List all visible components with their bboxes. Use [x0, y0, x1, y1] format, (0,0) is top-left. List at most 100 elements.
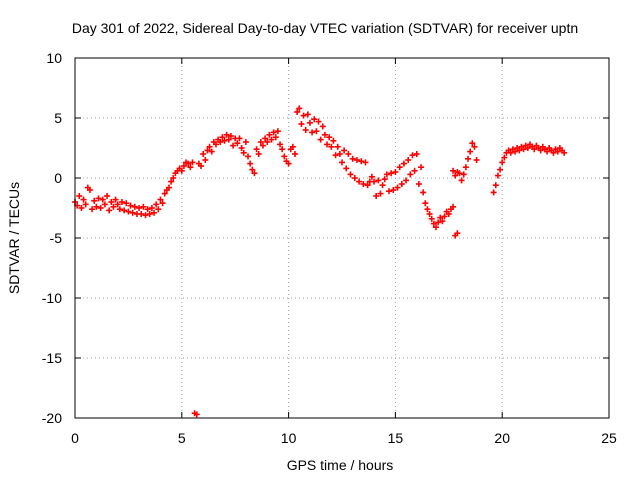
- data-point: [247, 160, 254, 167]
- data-point: [450, 203, 457, 210]
- data-point: [125, 208, 132, 215]
- data-point: [78, 205, 85, 211]
- data-point: [368, 173, 375, 180]
- data-point: [272, 134, 279, 141]
- data-point: [332, 152, 339, 159]
- data-point: [324, 141, 331, 148]
- data-point: [304, 111, 311, 118]
- data-point: [298, 121, 305, 127]
- data-point: [330, 137, 337, 144]
- data-point: [187, 164, 194, 171]
- data-point: [227, 133, 234, 139]
- y-tick-label: 0: [54, 170, 62, 186]
- data-point: [394, 184, 401, 191]
- data-point: [136, 205, 143, 211]
- data-point: [245, 153, 252, 160]
- data-point: [306, 119, 313, 126]
- data-point: [189, 159, 196, 166]
- data-point: [356, 178, 363, 185]
- data-point: [450, 167, 457, 174]
- data-point: [409, 152, 416, 159]
- data-point: [396, 164, 403, 171]
- data-point: [499, 159, 506, 166]
- data-point: [460, 171, 467, 178]
- data-point: [180, 163, 187, 169]
- x-axis-label: GPS time / hours: [287, 457, 394, 473]
- data-point: [104, 193, 111, 199]
- data-point: [240, 149, 247, 156]
- data-point: [345, 151, 352, 157]
- data-point: [206, 143, 213, 150]
- data-point: [155, 206, 162, 213]
- data-point: [249, 166, 256, 173]
- y-tick-label: -5: [50, 230, 63, 246]
- data-point: [129, 209, 136, 216]
- y-tick-label: 5: [54, 110, 62, 126]
- data-point: [381, 176, 388, 183]
- data-point: [422, 200, 429, 207]
- data-point: [336, 151, 343, 157]
- data-series: [72, 105, 568, 418]
- data-point: [112, 196, 119, 203]
- data-point: [236, 135, 243, 142]
- data-point: [428, 215, 435, 222]
- data-point: [131, 203, 138, 210]
- data-point: [411, 167, 418, 174]
- data-point: [302, 127, 309, 133]
- plot-frame: [74, 57, 610, 419]
- data-point: [432, 224, 439, 231]
- data-point: [230, 142, 237, 149]
- data-point: [238, 145, 245, 151]
- data-point: [501, 154, 508, 161]
- data-point: [148, 205, 155, 211]
- data-point: [309, 129, 316, 136]
- data-point: [383, 171, 390, 178]
- data-point: [292, 151, 299, 157]
- data-point: [550, 149, 557, 156]
- data-point: [388, 170, 395, 177]
- data-point: [353, 157, 360, 163]
- data-point: [110, 203, 117, 210]
- data-point: [420, 189, 427, 196]
- data-point: [403, 177, 410, 184]
- data-point: [212, 141, 219, 148]
- data-point: [161, 190, 168, 197]
- data-point: [445, 211, 452, 217]
- data-point: [400, 160, 407, 167]
- data-point: [76, 193, 83, 199]
- data-point: [99, 196, 106, 203]
- data-point: [405, 157, 412, 163]
- data-point: [93, 203, 100, 210]
- data-point: [289, 143, 296, 150]
- data-point: [426, 211, 433, 217]
- data-point: [89, 206, 96, 213]
- data-point: [285, 160, 292, 167]
- y-tick-label: -10: [42, 290, 62, 306]
- data-point: [371, 178, 378, 185]
- data-point: [242, 139, 249, 145]
- data-point: [257, 139, 264, 145]
- data-point: [294, 109, 301, 115]
- data-point: [469, 140, 476, 147]
- data-point: [262, 135, 269, 142]
- data-point: [138, 211, 145, 217]
- data-point: [339, 159, 345, 166]
- data-point: [234, 140, 241, 147]
- data-point: [268, 136, 275, 143]
- data-point: [198, 163, 205, 169]
- data-point: [362, 159, 369, 166]
- data-point: [146, 211, 153, 217]
- data-point: [296, 105, 303, 112]
- data-point: [168, 178, 175, 185]
- data-point: [343, 165, 350, 172]
- data-point: [153, 201, 160, 208]
- data-point: [497, 166, 504, 173]
- y-tick-label: -20: [42, 410, 62, 426]
- grid: [75, 58, 609, 418]
- data-point: [266, 131, 273, 138]
- data-point: [80, 196, 87, 203]
- data-point: [452, 172, 459, 179]
- data-point: [385, 188, 392, 195]
- data-point: [253, 146, 260, 153]
